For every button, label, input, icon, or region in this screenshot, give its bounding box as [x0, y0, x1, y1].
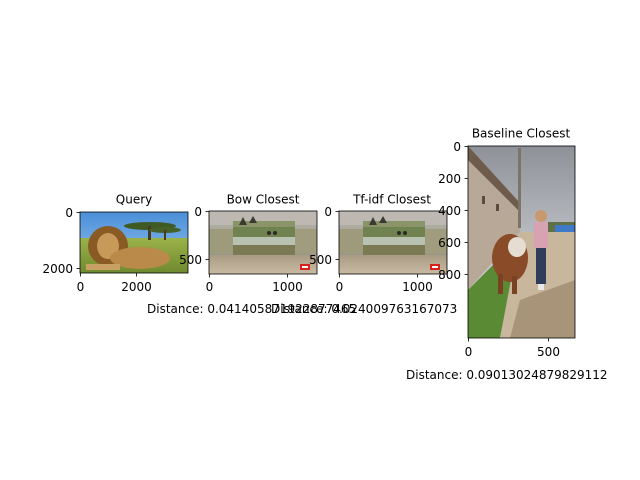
panel-title: Tf-idf Closest: [352, 193, 431, 207]
x-tick-label: 0: [336, 280, 344, 294]
y-tick-label: 0: [324, 205, 332, 219]
y-tick-label: 200: [438, 172, 461, 186]
x-ticks: 0 2000: [77, 273, 152, 294]
x-ticks: 0 1000: [206, 274, 303, 294]
y-tick-label: 500: [179, 253, 202, 267]
x-tick-label: 1000: [272, 280, 303, 294]
y-ticks: 0 200 400 600 800: [438, 140, 468, 282]
x-ticks: 0 1000: [336, 274, 433, 294]
axes-frame: [467, 145, 576, 339]
y-ticks: 0 500: [309, 205, 339, 267]
y-ticks: 0 2000: [42, 206, 80, 276]
panel-baseline: Baseline Closest: [438, 127, 576, 359]
x-tick-label: 0: [206, 280, 214, 294]
x-tick-label: 0: [77, 280, 85, 294]
y-tick-label: 0: [65, 206, 73, 220]
panel-query: Query 0 2000 0 2000: [42, 193, 189, 294]
panel-title: Baseline Closest: [472, 127, 571, 141]
panel-title: Bow Closest: [227, 193, 300, 207]
panel-title: Query: [116, 193, 152, 207]
man-walking-cow-photo: [468, 146, 575, 338]
lion-photo: [80, 212, 188, 273]
y-tick-label: 2000: [42, 262, 73, 276]
x-ticks: 0 500: [465, 338, 560, 359]
x-tick-label: 0: [465, 345, 473, 359]
distance-annotation-baseline: Distance: 0.09013024879829112: [406, 368, 608, 382]
distance-annotation-tfidf: Distance: 0.024009763167073: [271, 302, 457, 316]
safari-scene-photo: [339, 211, 447, 274]
y-tick-label: 500: [309, 253, 332, 267]
y-tick-label: 800: [438, 268, 461, 282]
axes-frame: [79, 211, 189, 274]
x-tick-label: 1000: [402, 280, 433, 294]
axes-frame: [338, 210, 448, 275]
y-tick-label: 400: [438, 204, 461, 218]
panel-bow: Bow Closest 0 500 0 1000: [179, 193, 318, 294]
distance-annotation-bow: Distance: 0.041405871922877465: [147, 302, 356, 316]
y-ticks: 0 500: [179, 205, 209, 267]
x-tick-label: 500: [537, 345, 560, 359]
y-tick-label: 0: [194, 205, 202, 219]
y-tick-label: 0: [453, 140, 461, 154]
x-tick-label: 2000: [121, 280, 152, 294]
y-tick-label: 600: [438, 236, 461, 250]
axes-frame: [208, 210, 318, 275]
panel-tfidf: Tf-idf Closest 0 500 0 1000: [309, 193, 448, 294]
safari-scene-photo: [209, 211, 317, 274]
